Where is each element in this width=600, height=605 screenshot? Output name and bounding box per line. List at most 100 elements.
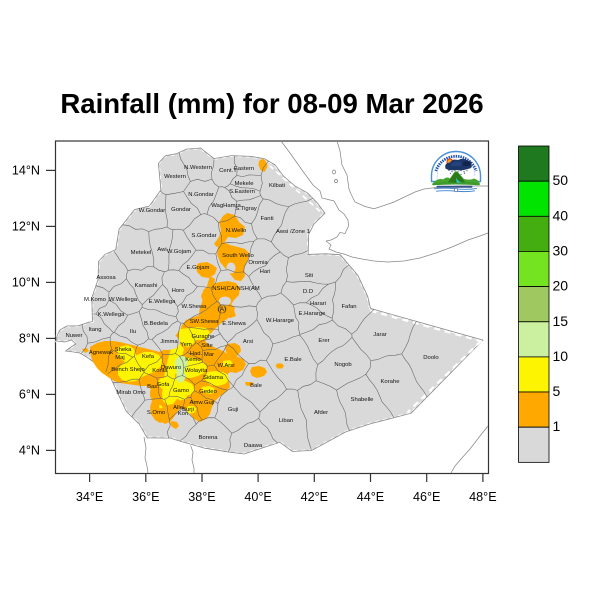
- svg-text:40: 40: [553, 207, 569, 223]
- svg-text:Jimma: Jimma: [160, 339, 178, 345]
- svg-text:WagHamra: WagHamra: [211, 203, 241, 209]
- svg-text:(A): (A): [218, 307, 226, 313]
- svg-text:10: 10: [553, 348, 569, 364]
- svg-text:Eastern: Eastern: [234, 166, 254, 172]
- svg-text:Silte: Silte: [201, 343, 213, 349]
- svg-text:E.Bale: E.Bale: [284, 357, 302, 363]
- svg-text:Afder: Afder: [314, 410, 328, 416]
- svg-text:Gedeo: Gedeo: [199, 389, 217, 395]
- svg-text:30: 30: [553, 242, 569, 258]
- svg-text:S.Omo: S.Omo: [147, 410, 166, 416]
- svg-text:10°N: 10°N: [12, 276, 40, 290]
- svg-text:Burji: Burji: [182, 407, 194, 413]
- svg-text:Sheka: Sheka: [115, 347, 132, 353]
- svg-text:N.Wello: N.Wello: [226, 228, 247, 234]
- svg-text:E.Gojam: E.Gojam: [187, 265, 210, 271]
- svg-text:S.Gondar: S.Gondar: [191, 233, 216, 239]
- svg-text:K.Wellega: K.Wellega: [98, 312, 125, 318]
- svg-text:Kilbati: Kilbati: [269, 183, 285, 189]
- svg-text:Oromia: Oromia: [248, 260, 268, 266]
- svg-text:Cent.T: Cent.T: [219, 168, 237, 174]
- svg-text:Mirab Omo: Mirab Omo: [116, 390, 146, 396]
- svg-text:Bas.: Bas.: [147, 384, 159, 390]
- svg-text:NSH(CA/NSH(AM: NSH(CA/NSH(AM: [212, 286, 260, 292]
- svg-text:Fafan: Fafan: [341, 304, 356, 310]
- svg-text:Awi: Awi: [157, 247, 166, 253]
- svg-text:Harari: Harari: [310, 301, 326, 307]
- svg-text:Assosa: Assosa: [96, 275, 116, 281]
- svg-text:Gofa: Gofa: [157, 382, 170, 388]
- svg-text:6°N: 6°N: [19, 388, 40, 402]
- svg-text:Maj: Maj: [115, 355, 125, 361]
- svg-text:Kamashi: Kamashi: [135, 283, 158, 289]
- svg-text:14°N: 14°N: [12, 164, 40, 178]
- svg-text:Doolo: Doolo: [423, 355, 439, 361]
- svg-text:Guji: Guji: [228, 407, 238, 413]
- svg-text:34°E: 34°E: [76, 490, 103, 504]
- svg-text:D.D: D.D: [303, 289, 313, 295]
- svg-text:Nuwer: Nuwer: [65, 333, 82, 339]
- svg-text:Mekele: Mekele: [235, 181, 255, 187]
- svg-text:Kon: Kon: [178, 411, 188, 417]
- svg-text:W.Shewa: W.Shewa: [182, 304, 208, 310]
- svg-text:Western: Western: [164, 174, 186, 180]
- svg-text:Bale: Bale: [250, 383, 263, 389]
- svg-text:S.Tigray: S.Tigray: [235, 206, 257, 212]
- svg-text:15: 15: [553, 313, 569, 329]
- svg-text:Guraghe: Guraghe: [192, 334, 216, 340]
- svg-text:Kefa: Kefa: [142, 354, 155, 360]
- svg-text:Arsi: Arsi: [243, 339, 253, 345]
- svg-text:Shabelle: Shabelle: [351, 397, 375, 403]
- svg-text:12°N: 12°N: [12, 220, 40, 234]
- svg-text:Sidama: Sidama: [203, 375, 224, 381]
- svg-text:36°E: 36°E: [132, 490, 159, 504]
- svg-text:Wolayita: Wolayita: [185, 368, 208, 374]
- svg-text:E.Shewa: E.Shewa: [222, 321, 246, 327]
- svg-text:Jarar: Jarar: [373, 332, 386, 338]
- svg-text:Gondar: Gondar: [171, 207, 191, 213]
- svg-text:Yem: Yem: [180, 342, 192, 348]
- svg-text:Ilu: Ilu: [130, 329, 136, 335]
- svg-text:1: 1: [553, 418, 561, 434]
- svg-text:South Wello: South Wello: [222, 253, 254, 259]
- svg-text:Metekel: Metekel: [131, 250, 152, 256]
- svg-text:Alle: Alle: [173, 405, 184, 411]
- svg-text:W.Arsi: W.Arsi: [217, 363, 234, 369]
- svg-text:Nogob: Nogob: [334, 362, 352, 368]
- svg-text:Liban: Liban: [279, 418, 293, 424]
- svg-text:Hari: Hari: [260, 269, 271, 275]
- svg-text:Rainfall (mm) for 08-09 Mar 20: Rainfall (mm) for 08-09 Mar 2026: [60, 88, 483, 119]
- svg-text:42°E: 42°E: [301, 490, 328, 504]
- svg-text:Erer: Erer: [318, 338, 329, 344]
- svg-text:Borena: Borena: [199, 435, 219, 441]
- svg-text:Fanti: Fanti: [260, 216, 273, 222]
- svg-text:44°E: 44°E: [357, 490, 384, 504]
- svg-text:Horo: Horo: [172, 288, 185, 294]
- svg-text:Itang: Itang: [88, 327, 101, 333]
- svg-text:E.Wellega: E.Wellega: [149, 299, 176, 305]
- svg-text:Konta: Konta: [152, 368, 168, 374]
- svg-text:5: 5: [553, 383, 561, 399]
- svg-text:40°E: 40°E: [244, 490, 271, 504]
- svg-text:N.Gondar: N.Gondar: [188, 192, 214, 198]
- svg-text:50: 50: [553, 172, 569, 188]
- svg-text:Dawuro: Dawuro: [161, 365, 182, 371]
- svg-text:4°N: 4°N: [19, 444, 40, 458]
- svg-text:48°E: 48°E: [469, 490, 496, 504]
- svg-text:M.Komo: M.Komo: [84, 297, 107, 303]
- svg-text:46°E: 46°E: [413, 490, 440, 504]
- svg-text:W.Wellega: W.Wellega: [109, 297, 138, 303]
- svg-text:Amw.Guji: Amw.Guji: [190, 400, 215, 406]
- svg-text:38°E: 38°E: [188, 490, 215, 504]
- svg-text:Mar: Mar: [204, 352, 214, 358]
- svg-text:20: 20: [553, 278, 569, 294]
- svg-text:E.Hararge: E.Hararge: [299, 311, 327, 317]
- svg-text:W.Gojam: W.Gojam: [167, 249, 191, 255]
- svg-text:Gamo: Gamo: [173, 388, 190, 394]
- svg-text:Bench Shejo: Bench Shejo: [111, 367, 145, 373]
- svg-text:W.Hararge: W.Hararge: [266, 318, 295, 324]
- svg-text:Kemo: Kemo: [185, 357, 201, 363]
- svg-text:S.Eastern: S.Eastern: [229, 189, 255, 195]
- svg-text:Daawa: Daawa: [244, 443, 263, 449]
- svg-text:SW.Shewa: SW.Shewa: [190, 319, 220, 325]
